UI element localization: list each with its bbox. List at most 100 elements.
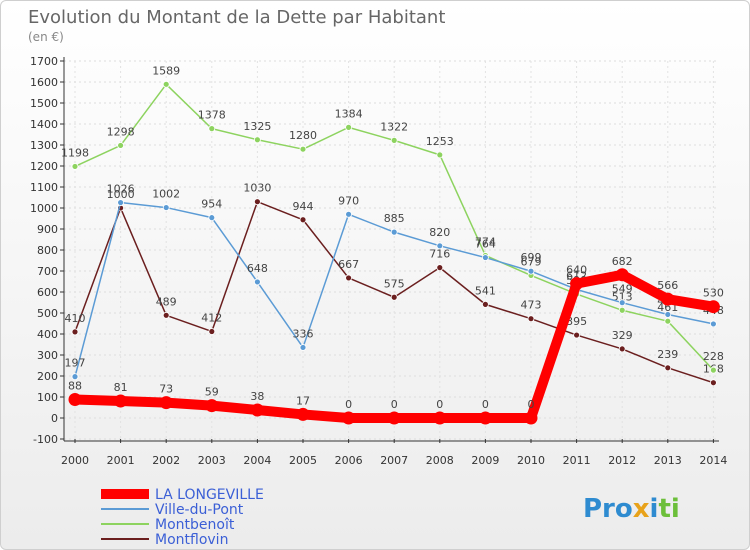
x-tick-label: 2004 bbox=[243, 454, 271, 467]
svg-text:Proxiti: Proxiti bbox=[583, 494, 680, 524]
data-point bbox=[253, 278, 261, 286]
data-point bbox=[345, 123, 353, 131]
data-point bbox=[299, 145, 307, 153]
data-label: 1589 bbox=[152, 64, 180, 77]
data-point bbox=[436, 151, 444, 159]
data-label: 17 bbox=[296, 394, 310, 407]
data-point bbox=[390, 136, 398, 144]
data-label: 513 bbox=[612, 290, 633, 303]
data-point bbox=[68, 393, 82, 407]
data-label: 1280 bbox=[289, 129, 317, 142]
data-label: 549 bbox=[612, 283, 633, 296]
chart-title: Evolution du Montant de la Dette par Hab… bbox=[28, 7, 445, 28]
data-point bbox=[114, 394, 128, 408]
data-label: 239 bbox=[657, 348, 678, 361]
legend-label: LA LONGEVILLE bbox=[155, 487, 264, 503]
data-point bbox=[664, 317, 672, 325]
x-tick-label: 2011 bbox=[563, 454, 591, 467]
data-point bbox=[390, 293, 398, 301]
data-point bbox=[345, 274, 353, 282]
data-label: 197 bbox=[65, 357, 86, 370]
data-point bbox=[664, 311, 672, 318]
data-label: 648 bbox=[247, 262, 268, 275]
y-tick-label: 600 bbox=[37, 286, 58, 299]
data-point bbox=[573, 331, 580, 339]
data-point bbox=[162, 204, 170, 211]
y-tick-label: 900 bbox=[37, 223, 58, 236]
data-label: 1030 bbox=[243, 182, 271, 195]
data-label: 1322 bbox=[380, 120, 408, 133]
data-label: 679 bbox=[521, 255, 542, 268]
data-point bbox=[162, 311, 170, 319]
data-label: 575 bbox=[384, 277, 405, 290]
data-label: 0 bbox=[436, 398, 443, 411]
data-point bbox=[159, 396, 173, 410]
x-tick-label: 2012 bbox=[608, 454, 636, 467]
y-tick-label: 1400 bbox=[30, 118, 58, 131]
y-tick-label: 1600 bbox=[30, 76, 58, 89]
data-point bbox=[345, 210, 353, 218]
x-tick-label: 2007 bbox=[380, 454, 408, 467]
x-tick-label: 2005 bbox=[289, 454, 317, 467]
y-tick-label: 800 bbox=[37, 244, 58, 257]
data-point bbox=[436, 264, 444, 272]
data-point bbox=[299, 216, 307, 224]
legend-label: Montbenoît bbox=[155, 517, 235, 533]
data-label: 1298 bbox=[107, 125, 135, 138]
data-label: 530 bbox=[703, 287, 724, 300]
data-point bbox=[205, 399, 219, 413]
data-label: 489 bbox=[156, 295, 177, 308]
data-label: 73 bbox=[159, 383, 173, 396]
data-label: 774 bbox=[475, 235, 496, 248]
x-tick-label: 2002 bbox=[152, 454, 180, 467]
data-label: 954 bbox=[201, 198, 222, 211]
y-tick-label: 400 bbox=[37, 328, 58, 341]
legend-label: Montflovin bbox=[155, 532, 228, 548]
data-label: 0 bbox=[391, 398, 398, 411]
data-point bbox=[524, 411, 538, 425]
proxiti-logo: Proxiti bbox=[583, 494, 680, 524]
data-point bbox=[710, 379, 717, 387]
y-tick-label: 300 bbox=[37, 349, 58, 362]
data-point bbox=[299, 344, 307, 351]
y-tick-label: 1200 bbox=[30, 160, 58, 173]
data-point bbox=[618, 345, 626, 353]
data-label: 566 bbox=[657, 279, 678, 292]
y-tick-label: 1700 bbox=[30, 55, 58, 68]
data-label: 1000 bbox=[107, 188, 135, 201]
data-label: 944 bbox=[293, 200, 314, 213]
data-point bbox=[706, 300, 720, 314]
x-tick-label: 2003 bbox=[198, 454, 226, 467]
data-point bbox=[710, 366, 717, 374]
data-point bbox=[570, 277, 584, 291]
data-label: 970 bbox=[338, 194, 359, 207]
data-label: 59 bbox=[205, 386, 219, 399]
y-tick-label: -100 bbox=[33, 433, 58, 446]
data-label: 682 bbox=[612, 255, 633, 268]
data-point bbox=[661, 292, 675, 306]
data-label: 38 bbox=[250, 390, 264, 403]
data-point bbox=[664, 364, 672, 372]
y-tick-label: 1000 bbox=[30, 202, 58, 215]
data-point bbox=[618, 299, 626, 307]
x-tick-label: 2014 bbox=[699, 454, 727, 467]
data-point bbox=[208, 125, 216, 133]
data-point bbox=[208, 214, 216, 222]
data-label: 395 bbox=[566, 315, 587, 328]
x-tick-label: 2006 bbox=[335, 454, 363, 467]
data-label: 699 bbox=[521, 251, 542, 264]
legend: LA LONGEVILLEVille-du-PontMontbenoîtMont… bbox=[101, 487, 264, 548]
data-point bbox=[390, 228, 398, 236]
data-label: 885 bbox=[384, 212, 405, 225]
y-tick-label: 1500 bbox=[30, 97, 58, 110]
y-tick-label: 0 bbox=[51, 412, 58, 425]
data-label: 0 bbox=[345, 398, 352, 411]
data-point bbox=[71, 163, 79, 170]
x-tick-label: 2001 bbox=[107, 454, 135, 467]
data-point bbox=[618, 306, 626, 314]
data-label: 336 bbox=[293, 327, 314, 340]
data-point bbox=[250, 403, 264, 417]
y-tick-label: 200 bbox=[37, 370, 58, 383]
